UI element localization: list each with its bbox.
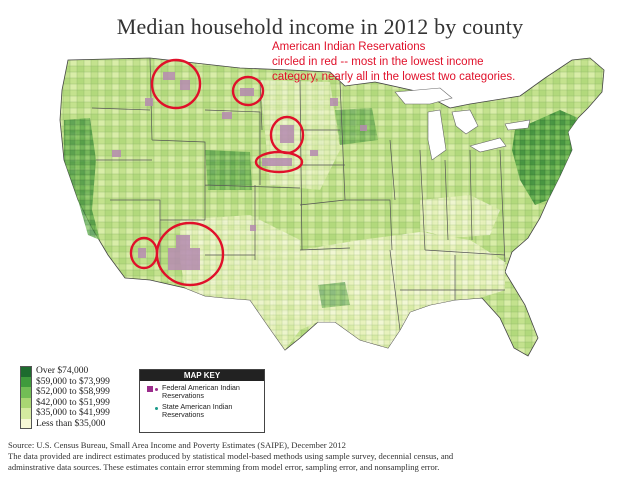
legend-item: Over $74,000: [20, 366, 140, 377]
great-lakes: [394, 87, 531, 161]
source-line-1: Source: U.S. Census Bureau, Small Area I…: [8, 440, 346, 450]
high-income-northeast: [512, 110, 578, 205]
legend-swatch: [20, 418, 32, 429]
annotation-line-2: circled in red -- most in the lowest inc…: [272, 56, 484, 68]
legend-item: $59,000 to $73,999: [20, 376, 140, 387]
source-line-3: adminstrative data sources. These estima…: [8, 462, 440, 472]
legend-label: Less than $35,000: [36, 418, 106, 429]
legend-item: Less than $35,000: [20, 418, 140, 429]
map-key-label: Federal American Indian Reservations: [162, 383, 240, 400]
map-key-item-state: State American Indian Reservations: [146, 403, 264, 419]
legend-label: $35,000 to $41,999: [36, 408, 110, 418]
legend-label: $52,000 to $58,999: [36, 387, 110, 397]
reservation-annotation: American Indian Reservations circled in …: [272, 40, 602, 85]
high-income-minnesota: [335, 108, 378, 145]
annotation-line-3: category, nearly all in the lowest two c…: [272, 71, 516, 83]
federal-reservation-icon: [146, 384, 162, 398]
state-reservation-icon: [146, 403, 162, 417]
reservation-patches: [112, 72, 367, 270]
legend-item: $52,000 to $58,999: [20, 387, 140, 398]
annotation-line-1: American Indian Reservations: [272, 41, 426, 53]
legend-swatch: [20, 397, 32, 408]
legend-label: Over $74,000: [36, 366, 89, 376]
map-key: MAP KEY Federal American Indian Reservat…: [139, 369, 265, 433]
lower-income-region-appalachia: [420, 195, 500, 238]
legend-label: $42,000 to $51,999: [36, 397, 110, 408]
legend-label: $59,000 to $73,999: [36, 376, 110, 387]
legend-item: $42,000 to $51,999: [20, 397, 140, 408]
map-key-label: State American Indian Reservations: [162, 402, 233, 419]
lower-income-region-southwest: [180, 215, 300, 350]
source-line-2: The data provided are indirect estimates…: [8, 451, 454, 461]
legend-item: $35,000 to $41,999: [20, 408, 140, 419]
legend-swatch: [20, 387, 32, 398]
source-note: Source: U.S. Census Bureau, Small Area I…: [8, 440, 636, 473]
legend-swatch: [20, 376, 32, 387]
high-income-colorado: [205, 150, 252, 190]
map-key-item-federal: Federal American Indian Reservations: [146, 384, 264, 400]
highlight-circles: [129, 58, 305, 287]
income-legend: Over $74,000 $59,000 to $73,999 $52,000 …: [20, 366, 140, 429]
legend-swatch: [20, 408, 32, 419]
high-income-texas-cities: [318, 282, 350, 308]
map-title: Median household income in 2012 by count…: [116, 14, 524, 39]
map-key-title: MAP KEY: [140, 370, 264, 381]
legend-swatch: [20, 366, 32, 377]
high-income-west-coast: [64, 118, 100, 240]
